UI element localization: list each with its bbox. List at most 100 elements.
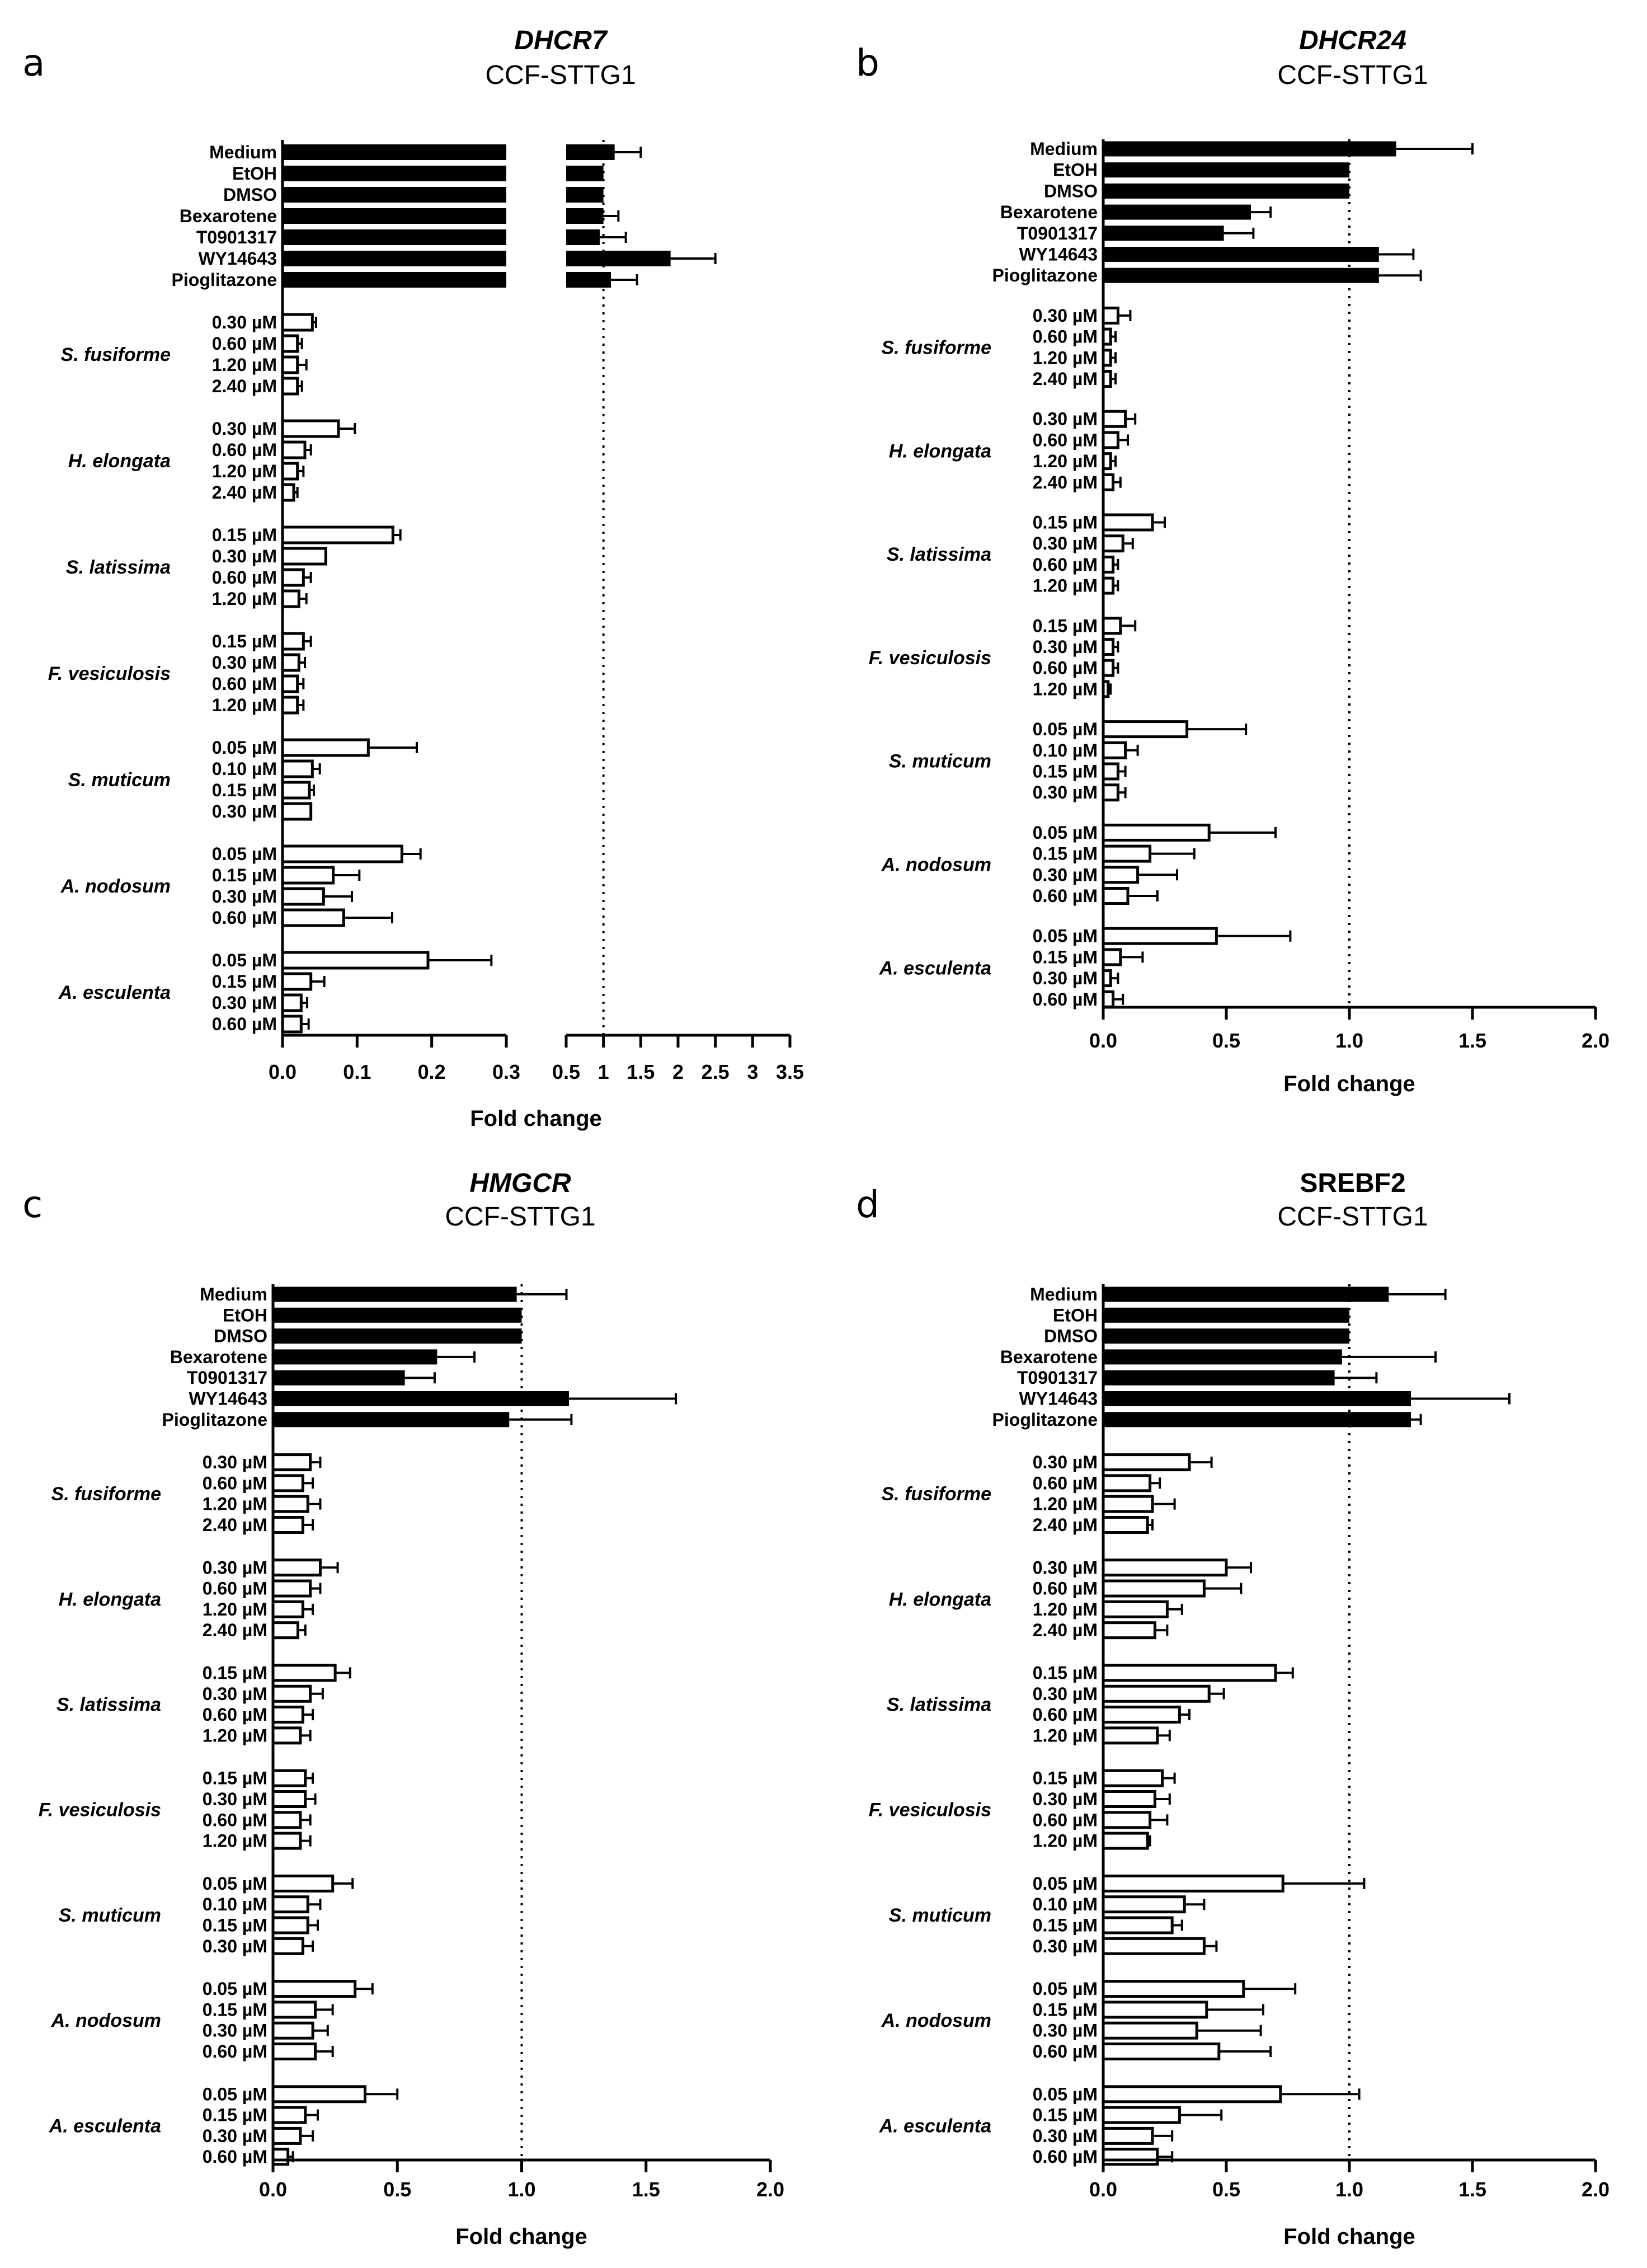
- control-label: WY14643: [1019, 1389, 1098, 1409]
- bar: [283, 187, 506, 203]
- x-axis-label: Fold change: [470, 1106, 602, 1131]
- dose-label: 0.30 µM: [203, 1789, 267, 1809]
- bar: [281, 1015, 303, 1034]
- dose-label: 0.15 µM: [203, 2105, 267, 2125]
- dose-label: 0.30 µM: [1033, 637, 1098, 657]
- bar: [281, 568, 305, 587]
- dose-label: 2.40 µM: [1033, 1515, 1098, 1535]
- control-label: Bexarotene: [1000, 202, 1098, 222]
- dose-label: 0.30 µM: [1033, 533, 1098, 553]
- control-label: Pioglitazone: [162, 1410, 267, 1430]
- x-tick-label: 1.5: [1458, 1029, 1486, 1052]
- x-tick-label: 2.0: [1582, 2178, 1610, 2201]
- bar: [1102, 1937, 1206, 1955]
- dose-label: 0.15 µM: [1033, 762, 1098, 782]
- dose-label: 0.05 µM: [203, 2084, 267, 2104]
- x-axis-label: Fold change: [455, 2224, 587, 2249]
- dose-label: 2.40 µM: [203, 1620, 267, 1640]
- x-tick-label: 1.0: [1335, 2178, 1363, 2201]
- control-label: DMSO: [1044, 181, 1098, 201]
- bar: [566, 144, 615, 160]
- bar: [1103, 247, 1379, 262]
- dose-label: 0.60 µM: [1033, 430, 1098, 450]
- bar: [1102, 783, 1119, 802]
- dose-label: 0.15 µM: [1033, 947, 1098, 967]
- dose-label: 0.30 µM: [1033, 409, 1098, 429]
- dose-label: 0.60 µM: [203, 2147, 267, 2167]
- bar: [1102, 948, 1122, 966]
- dose-label: 1.20 µM: [1033, 679, 1098, 699]
- dose-label: 0.60 µM: [212, 567, 277, 588]
- dose-label: 0.60 µM: [1033, 989, 1098, 1009]
- dose-label: 0.15 µM: [212, 865, 277, 885]
- bar: [281, 738, 370, 757]
- bar: [281, 866, 335, 885]
- bar: [273, 1412, 510, 1428]
- dose-label: 0.05 µM: [203, 1873, 267, 1894]
- bar: [283, 144, 506, 160]
- dose-label: 0.30 µM: [1033, 865, 1098, 885]
- bar: [1102, 1621, 1156, 1640]
- dose-label: 0.60 µM: [1033, 658, 1098, 678]
- group-label: S. fusiforme: [882, 337, 991, 358]
- bar: [271, 1895, 309, 1914]
- dose-label: 1.20 µM: [212, 355, 277, 375]
- x-tick-label: 0.2: [418, 1060, 446, 1083]
- bar: [1102, 2148, 1159, 2166]
- bar: [281, 313, 314, 332]
- dose-label: 0.30 µM: [212, 546, 277, 566]
- bar: [1102, 1726, 1159, 1745]
- control-label: Pioglitazone: [992, 265, 1098, 285]
- dose-label: 0.15 µM: [203, 1768, 267, 1788]
- bar: [271, 1706, 304, 1724]
- bar: [281, 334, 299, 353]
- bar: [1102, 1790, 1156, 1808]
- dose-label: 0.05 µM: [203, 1979, 267, 1999]
- bar: [283, 272, 506, 288]
- bar: [1102, 1579, 1206, 1598]
- bar: [271, 1937, 304, 1955]
- dose-label: 1.20 µM: [203, 1599, 267, 1619]
- bar: [1102, 1980, 1245, 1998]
- bar: [1102, 1516, 1149, 1534]
- bar: [1102, 762, 1119, 781]
- bar: [273, 1286, 517, 1302]
- dose-label: 2.40 µM: [212, 482, 277, 503]
- dose-label: 0.30 µM: [203, 2126, 267, 2146]
- bar: [281, 653, 300, 672]
- dose-label: 0.60 µM: [203, 1579, 267, 1599]
- control-label: T0901317: [187, 1368, 267, 1388]
- x-tick-label: 0.5: [1212, 2178, 1240, 2201]
- dose-label: 2.40 µM: [203, 1515, 267, 1535]
- dose-label: 0.30 µM: [1033, 1789, 1098, 1809]
- bar: [1102, 990, 1115, 1008]
- bar: [1102, 1664, 1277, 1682]
- bar: [281, 951, 430, 970]
- dose-label: 0.15 µM: [1033, 2105, 1098, 2125]
- bar: [1102, 1600, 1169, 1618]
- dose-label: 0.05 µM: [1033, 926, 1098, 946]
- dose-label: 0.05 µM: [1033, 719, 1098, 739]
- x-tick-label: 1.5: [632, 2178, 660, 2201]
- dose-label: 1.20 µM: [203, 1725, 267, 1745]
- group-label: S. fusiforme: [51, 1483, 161, 1505]
- group-label: A. nodosum: [881, 854, 991, 875]
- dose-label: 1.20 µM: [1033, 451, 1098, 471]
- group-label: S. fusiforme: [882, 1483, 991, 1505]
- dose-label: 0.60 µM: [212, 334, 277, 354]
- bar: [281, 674, 299, 693]
- control-label: Medium: [1030, 139, 1098, 159]
- panel-a: a DHCR7 CCF-STTG1 S. fusiforme H. elongata S.…: [22, 26, 804, 1131]
- bar: [1102, 741, 1127, 759]
- chart-title: DHCR24: [1299, 26, 1406, 55]
- group-label: H. elongata: [68, 450, 171, 472]
- chart-subtitle: CCF-STTG1: [1277, 1202, 1428, 1232]
- bar: [273, 1328, 522, 1344]
- bar: [566, 229, 600, 245]
- bar: [281, 483, 295, 502]
- control-label: DMSO: [1044, 1326, 1098, 1346]
- group-label: A. esculenta: [58, 982, 171, 1003]
- x-axis-label: Fold change: [1283, 1072, 1415, 1096]
- bar: [281, 887, 325, 906]
